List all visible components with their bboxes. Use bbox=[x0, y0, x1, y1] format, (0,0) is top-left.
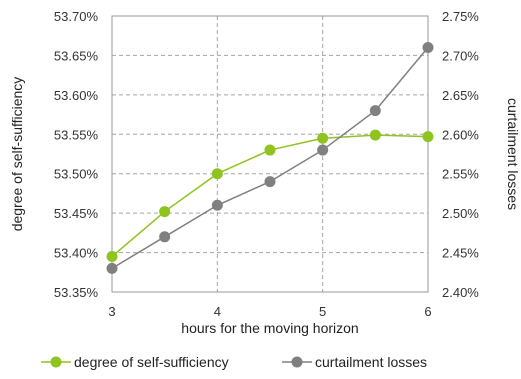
left-tick-label: 53.50% bbox=[54, 167, 99, 182]
data-point bbox=[317, 132, 329, 144]
data-point bbox=[211, 199, 223, 211]
data-point bbox=[264, 144, 276, 156]
right-tick-label: 2.60% bbox=[442, 127, 479, 142]
data-point bbox=[422, 42, 434, 54]
right-tick-label: 2.40% bbox=[442, 285, 479, 300]
data-point bbox=[369, 129, 381, 141]
right-axis-ticks: 2.40% 2.45% 2.50% 2.55% 2.60% 2.65% 2.70% 2.75% bbox=[442, 9, 479, 300]
right-tick-label: 2.65% bbox=[442, 88, 479, 103]
x-axis-ticks: 3 4 5 6 bbox=[108, 304, 431, 319]
right-tick-label: 2.45% bbox=[442, 246, 479, 261]
legend: degree of self-sufficiency curtailment lo… bbox=[41, 354, 427, 370]
data-point bbox=[264, 176, 276, 188]
left-tick-label: 53.35% bbox=[54, 285, 99, 300]
data-point bbox=[159, 231, 171, 243]
x-tick-label: 3 bbox=[108, 304, 115, 319]
right-tick-label: 2.50% bbox=[442, 206, 479, 221]
left-tick-label: 53.55% bbox=[54, 127, 99, 142]
data-point bbox=[106, 262, 118, 274]
data-point bbox=[211, 168, 223, 180]
left-axis-ticks: 53.35% 53.40% 53.45% 53.50% 53.55% 53.60% 53.6… bbox=[54, 9, 99, 300]
data-point bbox=[106, 251, 118, 263]
left-axis-title: degree of self-sufficiency bbox=[9, 77, 25, 232]
left-tick-label: 53.65% bbox=[54, 48, 99, 63]
data-point bbox=[317, 144, 329, 156]
data-point bbox=[369, 105, 381, 117]
left-tick-label: 53.40% bbox=[54, 246, 99, 261]
right-tick-label: 2.70% bbox=[442, 48, 479, 63]
data-point bbox=[422, 131, 434, 143]
right-axis-title: curtailment losses bbox=[505, 98, 521, 210]
left-tick-label: 53.70% bbox=[54, 9, 99, 24]
legend-swatch-marker bbox=[50, 356, 62, 368]
series-layer bbox=[106, 42, 434, 274]
x-tick-label: 6 bbox=[424, 304, 431, 319]
left-tick-label: 53.60% bbox=[54, 88, 99, 103]
legend-swatch-marker bbox=[291, 356, 303, 368]
x-axis-title: hours for the moving horizon bbox=[181, 320, 358, 336]
data-point bbox=[159, 206, 171, 218]
legend-label: degree of self-sufficiency bbox=[74, 354, 229, 370]
plot-area-border bbox=[111, 15, 429, 293]
x-tick-label: 5 bbox=[319, 304, 326, 319]
left-tick-label: 53.45% bbox=[54, 206, 99, 221]
right-tick-label: 2.55% bbox=[442, 167, 479, 182]
right-tick-label: 2.75% bbox=[442, 9, 479, 24]
x-tick-label: 4 bbox=[214, 304, 221, 319]
legend-label: curtailment losses bbox=[315, 354, 427, 370]
